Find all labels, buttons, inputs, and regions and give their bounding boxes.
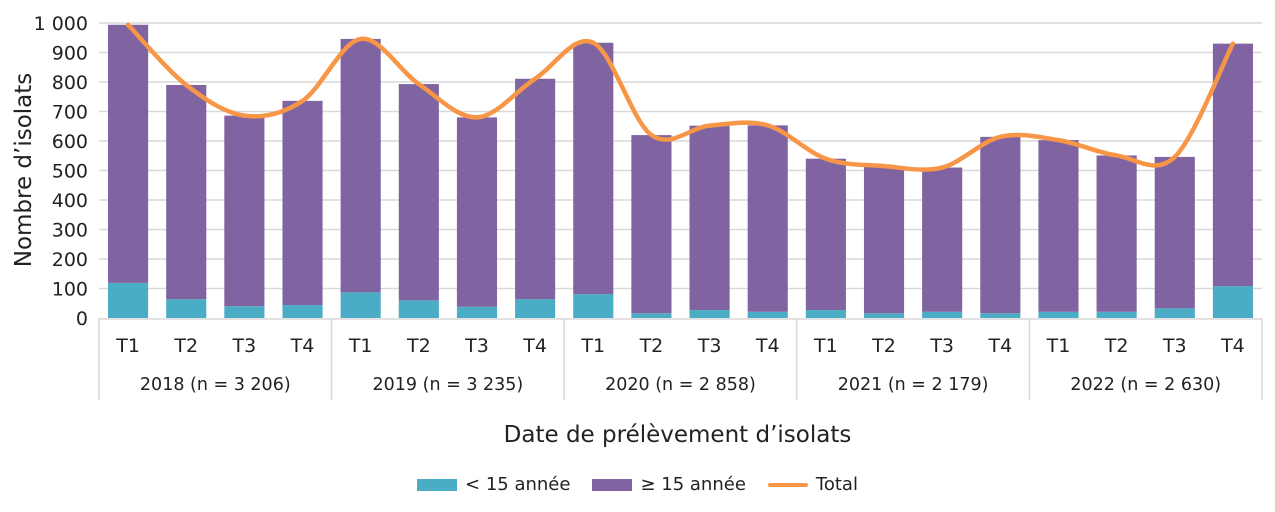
y-tick-label: 400 xyxy=(52,190,88,212)
legend-swatch-under-15 xyxy=(417,478,458,491)
x-tick-label: T4 xyxy=(987,335,1012,357)
group-label: 2020 (n = 2 858) xyxy=(605,375,756,395)
bar-15-plus xyxy=(863,166,905,314)
bar-15-plus xyxy=(1038,140,1079,312)
legend-item-total[interactable]: Total xyxy=(767,474,858,495)
x-tick-label: T4 xyxy=(755,335,780,357)
stacked-bar-chart: 0 100 200 300 400 500 600 700 800 900 1 000 T1 T2 T3… xyxy=(11,13,1263,400)
bar-under-15 xyxy=(1096,311,1137,318)
x-tick-label: T3 xyxy=(929,335,954,357)
x-tick-label: T1 xyxy=(813,335,838,357)
bar-under-15 xyxy=(340,292,381,318)
y-tick-label: 1 000 xyxy=(34,13,88,35)
gridlines xyxy=(99,22,1262,290)
y-tick-label: 600 xyxy=(52,131,88,153)
bar-under-15 xyxy=(398,300,439,318)
y-tick-label: 900 xyxy=(52,43,88,65)
y-tick-label: 100 xyxy=(52,279,88,301)
group-label: 2019 (n = 3 235) xyxy=(373,375,524,395)
bar-under-15 xyxy=(922,311,963,318)
bar-15-plus xyxy=(282,100,323,306)
y-tick-label: 800 xyxy=(52,72,88,94)
bar-15-plus xyxy=(747,125,788,312)
legend-label-15-plus: ≥ 15 année xyxy=(640,474,746,495)
x-tick-label: T3 xyxy=(1162,335,1187,357)
x-tick-label: T4 xyxy=(522,335,547,357)
bar-under-15 xyxy=(1038,311,1079,318)
x-tick-label: T4 xyxy=(290,335,315,357)
bar-15-plus xyxy=(1212,43,1253,287)
legend-label-under-15: < 15 année xyxy=(465,474,571,495)
x-tick-label: T3 xyxy=(697,335,722,357)
x-tick-label: T3 xyxy=(232,335,257,357)
x-tick-label: T2 xyxy=(406,335,431,357)
bar-15-plus xyxy=(1154,156,1195,309)
y-axis-title: Nombre d’isolats xyxy=(11,73,37,268)
y-tick-label: 700 xyxy=(52,102,88,124)
total-line-layer xyxy=(125,22,1236,172)
group-label: 2021 (n = 2 179) xyxy=(838,375,989,395)
bar-15-plus xyxy=(805,158,846,311)
bar-under-15 xyxy=(224,306,265,318)
legend-item-under-15[interactable]: < 15 année xyxy=(417,474,570,495)
total-line xyxy=(125,22,1236,172)
x-tick-label: T2 xyxy=(871,335,896,357)
legend-label-total: Total xyxy=(815,474,858,495)
bar-under-15 xyxy=(805,310,846,318)
bar-under-15 xyxy=(980,313,1021,318)
x-tick-label: T1 xyxy=(580,335,605,357)
y-tick-label: 300 xyxy=(52,220,88,242)
legend-swatch-15-plus xyxy=(592,478,633,491)
bar-15-plus xyxy=(108,24,149,283)
x-tick-label: T2 xyxy=(173,335,198,357)
bar-15-plus xyxy=(573,42,614,295)
x-tick-label: T1 xyxy=(348,335,373,357)
y-tick-label: 0 xyxy=(76,308,88,330)
y-tick-label: 500 xyxy=(52,161,88,183)
bar-under-15 xyxy=(456,306,498,318)
bar-15-plus xyxy=(922,167,963,312)
bar-15-plus xyxy=(980,136,1021,314)
legend-item-15-plus[interactable]: ≥ 15 année xyxy=(592,474,746,495)
bar-15-plus xyxy=(456,117,498,307)
x-tick-label: T1 xyxy=(115,335,140,357)
bar-under-15 xyxy=(1212,286,1253,318)
x-axis-title: Date de prélèvement d’isolats xyxy=(503,422,852,448)
bar-under-15 xyxy=(747,311,788,318)
bars xyxy=(108,24,1253,318)
bar-under-15 xyxy=(1154,308,1195,318)
legend: < 15 année ≥ 15 année Total xyxy=(0,474,1275,495)
x-tick-label: T4 xyxy=(1220,335,1245,357)
x-tick-label: T1 xyxy=(1046,335,1071,357)
bar-15-plus xyxy=(224,115,265,307)
bar-15-plus xyxy=(340,38,381,293)
x-tick-label: T3 xyxy=(464,335,489,357)
bar-under-15 xyxy=(689,310,730,318)
bar-15-plus xyxy=(398,84,439,301)
bar-15-plus xyxy=(631,135,672,314)
bar-under-15 xyxy=(108,282,149,318)
x-tick-label: T2 xyxy=(1104,335,1129,357)
x-tick-label: T2 xyxy=(639,335,664,357)
bar-15-plus xyxy=(166,84,207,300)
bar-under-15 xyxy=(515,299,556,318)
y-tick-label: 200 xyxy=(52,249,88,271)
y-axis-ticks: 0 100 200 300 400 500 600 700 800 900 1 000 xyxy=(34,13,88,330)
bar-15-plus xyxy=(1096,155,1137,312)
bar-under-15 xyxy=(282,305,323,318)
bar-under-15 xyxy=(166,299,207,318)
group-label: 2022 (n = 2 630) xyxy=(1070,375,1221,395)
bar-15-plus xyxy=(689,125,730,311)
legend-swatch-total xyxy=(767,482,808,487)
bar-under-15 xyxy=(573,294,614,318)
bar-15-plus xyxy=(515,78,556,300)
group-label: 2018 (n = 3 206) xyxy=(140,375,291,395)
bar-under-15 xyxy=(863,313,905,318)
bar-under-15 xyxy=(631,313,672,318)
